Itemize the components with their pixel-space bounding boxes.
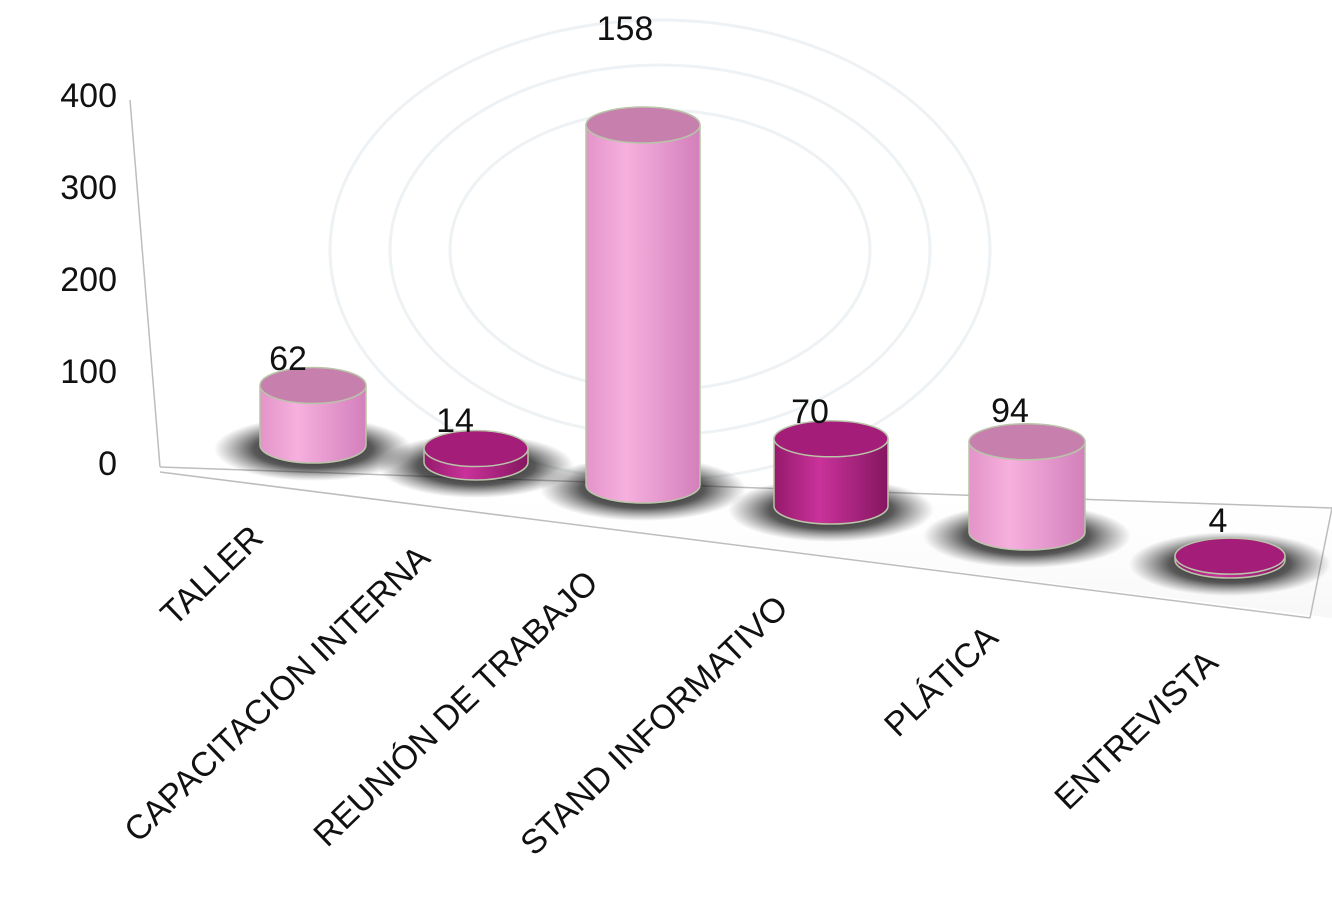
bar-top	[423, 429, 529, 468]
bar-top	[1174, 537, 1286, 575]
bars-layer	[214, 106, 1331, 596]
x-tick-label: CAPACITACION INTERNA	[117, 538, 438, 849]
y-tick-label: 300	[60, 169, 117, 207]
y-tick-label: 100	[60, 353, 117, 391]
bar-2	[378, 429, 574, 498]
data-label: 94	[991, 392, 1029, 430]
bar-1	[214, 366, 412, 481]
bar-top	[585, 106, 701, 144]
bar-body	[773, 438, 889, 525]
data-label: 14	[436, 402, 474, 440]
y-tick-label: 200	[60, 261, 117, 299]
bar-4	[728, 420, 934, 542]
bar-top	[968, 423, 1086, 461]
bar-6	[1129, 532, 1331, 596]
data-labels-layer: 62 14 158 70 94 4	[269, 10, 1227, 540]
x-tick-label: TALLER	[154, 518, 271, 633]
floor-front-edge	[159, 471, 1311, 619]
bar-top	[259, 366, 367, 405]
data-label: 4	[1209, 502, 1228, 540]
data-label: 62	[269, 340, 307, 378]
bar-body	[259, 384, 367, 464]
y-axis-ticks: 0 100 200 300 400	[60, 77, 117, 483]
bar-body	[585, 124, 701, 504]
data-label: 70	[791, 393, 829, 431]
data-label: 158	[597, 10, 654, 48]
x-tick-label: PLÁTICA	[877, 618, 1006, 744]
bar-top	[773, 420, 889, 458]
bar-body	[968, 441, 1086, 551]
x-tick-label: ENTREVISTA	[1047, 643, 1225, 817]
bar-3	[540, 106, 746, 521]
y-tick-label: 400	[60, 77, 117, 115]
y-tick-label: 0	[98, 445, 117, 483]
y-axis-line	[129, 99, 161, 468]
bar-5	[923, 423, 1131, 568]
